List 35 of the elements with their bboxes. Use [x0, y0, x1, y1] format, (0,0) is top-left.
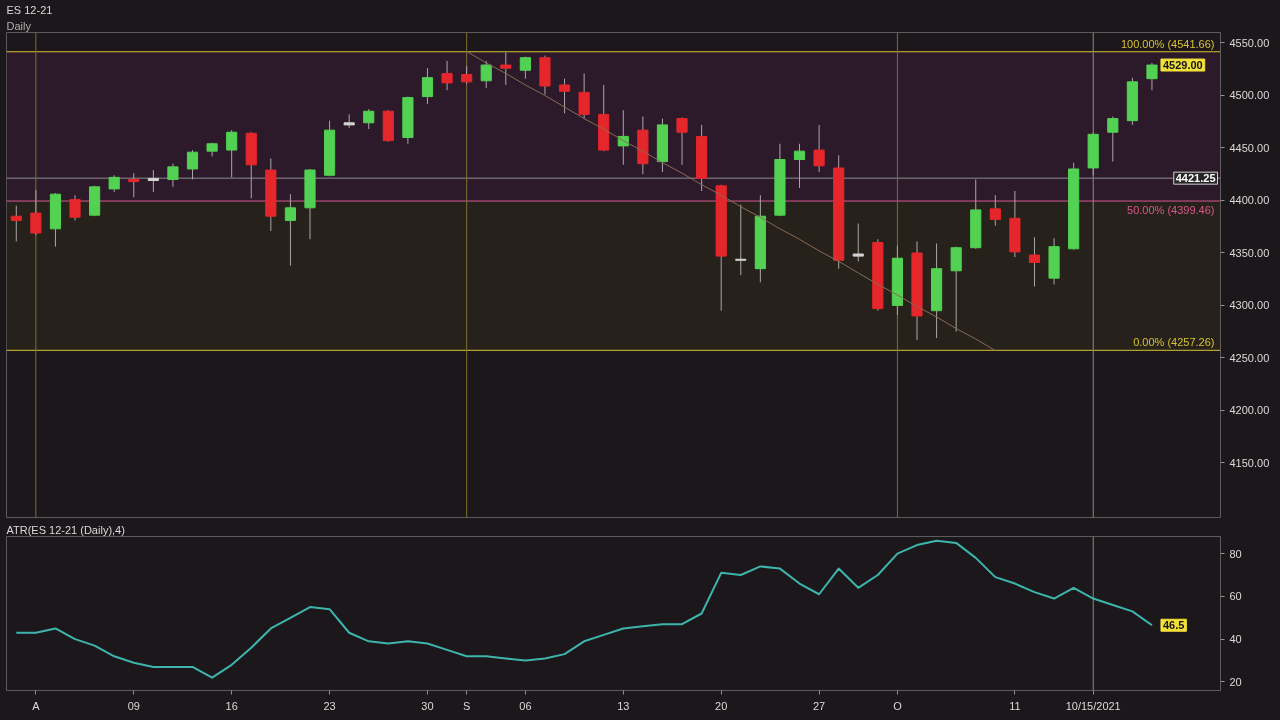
x-tick-label: 23: [323, 699, 336, 712]
y-tick-label: 4500.00: [1229, 89, 1270, 102]
data-label: 46.5: [1162, 619, 1185, 632]
ref-line-label: 0.00% (4257.26): [1133, 336, 1215, 349]
y-tick-label: 60: [1229, 590, 1242, 603]
y-tick-label: 4250.00: [1229, 351, 1270, 364]
chart-title: ES 12-21: [6, 3, 53, 16]
annotation: 4421.25: [1175, 172, 1216, 185]
x-tick-label: S: [462, 699, 471, 712]
x-tick-label: 20: [715, 699, 728, 712]
y-tick-label: 4400.00: [1229, 194, 1270, 207]
x-tick-label: 06: [519, 699, 532, 712]
x-tick-label: 30: [421, 699, 434, 712]
ref-line-label: 100.00% (4541.66): [1120, 37, 1215, 50]
x-tick-label: 13: [617, 699, 630, 712]
chart-title: ATR(ES 12-21 (Daily),4): [6, 523, 125, 536]
chart-subtitle: Daily: [6, 19, 32, 32]
y-tick-label: 80: [1229, 547, 1242, 560]
y-tick-label: 4350.00: [1229, 246, 1270, 259]
text: 4529.00: [1162, 59, 1203, 72]
x-tick-label: A: [32, 699, 41, 712]
x-tick-label: 10/15/2021: [1065, 699, 1121, 712]
y-tick-label: 20: [1229, 675, 1242, 688]
x-tick-label: 16: [225, 699, 238, 712]
x-tick-label: 27: [812, 699, 826, 712]
y-tick-label: 4150.00: [1229, 456, 1270, 469]
x-tick-label: O: [893, 699, 903, 712]
ref-line-label: 50.00% (4399.46): [1127, 204, 1215, 217]
y-tick-label: 4300.00: [1229, 299, 1270, 312]
y-tick-label: 4200.00: [1229, 404, 1270, 417]
y-tick-label: 4450.00: [1229, 141, 1270, 154]
x-tick-label: 11: [1009, 699, 1021, 712]
x-tick-label: 09: [127, 699, 140, 712]
y-tick-label: 4550.00: [1229, 37, 1270, 49]
y-tick-label: 40: [1229, 633, 1242, 646]
